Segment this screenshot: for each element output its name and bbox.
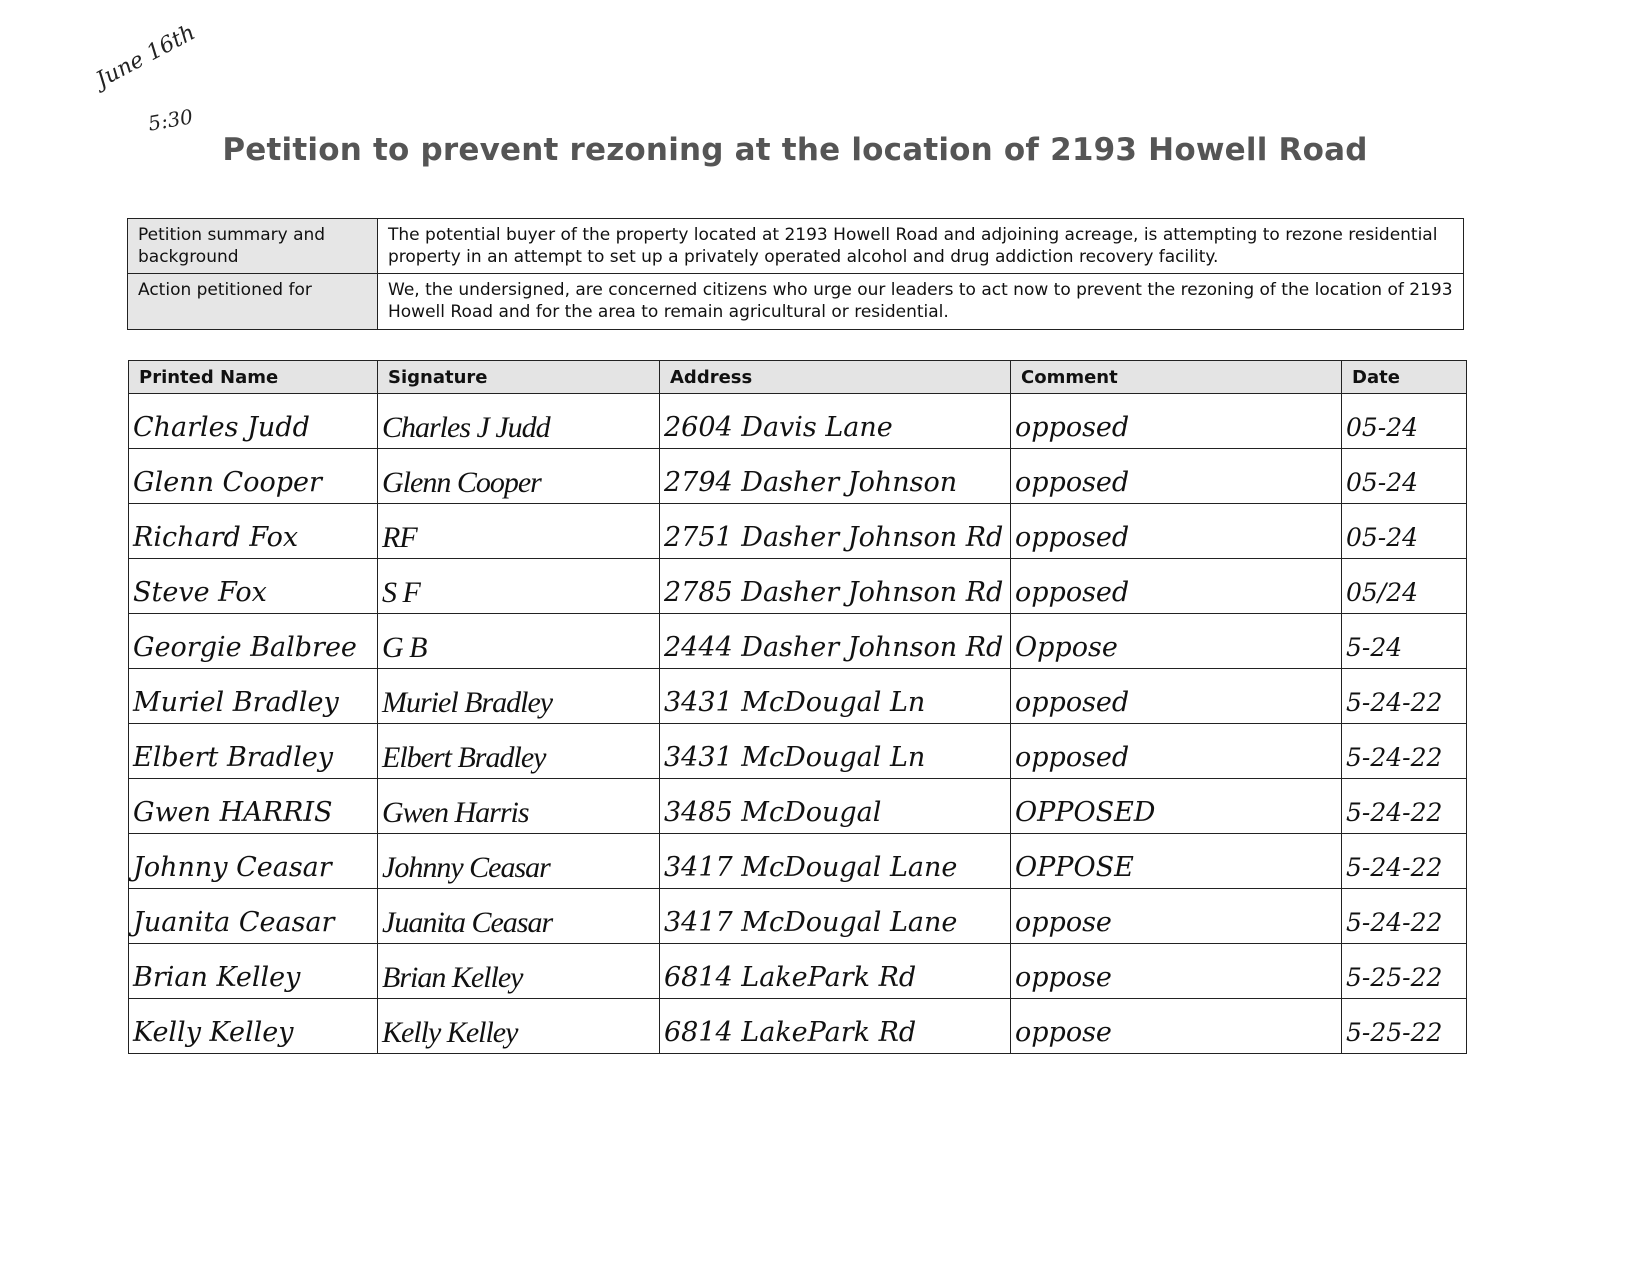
signature-cell: Juanita Ceasar bbox=[377, 888, 660, 944]
signature-cell: S F bbox=[377, 558, 660, 614]
header-comment: Comment bbox=[1010, 360, 1342, 394]
petition-summary-table: Petition summary and background The pote… bbox=[127, 218, 1464, 330]
signature-cell: Gwen Harris bbox=[377, 778, 660, 834]
date-cell: 05/24 bbox=[1341, 558, 1467, 614]
signature-cell: Glenn Cooper bbox=[377, 448, 660, 504]
address-cell: 6814 LakePark Rd bbox=[659, 998, 1011, 1054]
date-cell: 05-24 bbox=[1341, 503, 1467, 559]
date-cell: 5-24-22 bbox=[1341, 723, 1467, 779]
address-cell: 2751 Dasher Johnson Rd bbox=[659, 503, 1011, 559]
address-cell: 3485 McDougal bbox=[659, 778, 1011, 834]
signature-cell: Charles J Judd bbox=[377, 393, 660, 449]
table-row: Juanita Ceasar Juanita Ceasar 3417 McDouga… bbox=[128, 888, 1467, 944]
signature-cell: Muriel Bradley bbox=[377, 668, 660, 724]
action-row: Action petitioned for We, the undersigne… bbox=[127, 273, 1464, 330]
table-header: Printed Name Signature Address Comment D… bbox=[128, 360, 1467, 394]
address-cell: 3431 McDougal Ln bbox=[659, 668, 1011, 724]
printed-name-cell: Glenn Cooper bbox=[128, 448, 378, 504]
comment-cell: opposed bbox=[1010, 503, 1342, 559]
table-row: Brian Kelley Brian Kelley 6814 LakePark Rd… bbox=[128, 943, 1467, 999]
comment-cell: oppose bbox=[1010, 998, 1342, 1054]
address-cell: 2604 Davis Lane bbox=[659, 393, 1011, 449]
printed-name-cell: Juanita Ceasar bbox=[128, 888, 378, 944]
signature-cell: Johnny Ceasar bbox=[377, 833, 660, 889]
table-row: Elbert Bradley Elbert Bradley 3431 McDouga… bbox=[128, 723, 1467, 779]
comment-cell: OPPOSED bbox=[1010, 778, 1342, 834]
header-address: Address bbox=[659, 360, 1011, 394]
date-cell: 05-24 bbox=[1341, 448, 1467, 504]
printed-name-cell: Muriel Bradley bbox=[128, 668, 378, 724]
summary-text: The potential buyer of the property loca… bbox=[377, 218, 1464, 274]
date-cell: 5-24-22 bbox=[1341, 778, 1467, 834]
date-cell: 5-24-22 bbox=[1341, 833, 1467, 889]
printed-name-cell: Georgie Balbree bbox=[128, 613, 378, 669]
date-cell: 5-24 bbox=[1341, 613, 1467, 669]
printed-name-cell: Charles Judd bbox=[128, 393, 378, 449]
handwritten-time-note: 5:30 bbox=[146, 104, 195, 136]
comment-cell: opposed bbox=[1010, 448, 1342, 504]
comment-cell: oppose bbox=[1010, 943, 1342, 999]
address-cell: 6814 LakePark Rd bbox=[659, 943, 1011, 999]
signature-cell: RF bbox=[377, 503, 660, 559]
table-row: Steve Fox S F 2785 Dasher Johnson Rd oppose… bbox=[128, 558, 1467, 614]
comment-cell: opposed bbox=[1010, 723, 1342, 779]
comment-cell: Oppose bbox=[1010, 613, 1342, 669]
printed-name-cell: Steve Fox bbox=[128, 558, 378, 614]
signature-cell: Kelly Kelley bbox=[377, 998, 660, 1054]
table-row: Charles Judd Charles J Judd 2604 Davis Lan… bbox=[128, 393, 1467, 449]
address-cell: 2794 Dasher Johnson bbox=[659, 448, 1011, 504]
printed-name-cell: Kelly Kelley bbox=[128, 998, 378, 1054]
header-printed-name: Printed Name bbox=[128, 360, 378, 394]
comment-cell: opposed bbox=[1010, 393, 1342, 449]
printed-name-cell: Gwen HARRIS bbox=[128, 778, 378, 834]
table-row: Gwen HARRIS Gwen Harris 3485 McDougal OPPOS… bbox=[128, 778, 1467, 834]
table-row: Johnny Ceasar Johnny Ceasar 3417 McDougal … bbox=[128, 833, 1467, 889]
header-signature: Signature bbox=[377, 360, 660, 394]
table-row: Glenn Cooper Glenn Cooper 2794 Dasher John… bbox=[128, 448, 1467, 504]
date-cell: 5-25-22 bbox=[1341, 998, 1467, 1054]
date-cell: 5-25-22 bbox=[1341, 943, 1467, 999]
signature-cell: Elbert Bradley bbox=[377, 723, 660, 779]
address-cell: 2444 Dasher Johnson Rd bbox=[659, 613, 1011, 669]
printed-name-cell: Johnny Ceasar bbox=[128, 833, 378, 889]
signature-cell: Brian Kelley bbox=[377, 943, 660, 999]
address-cell: 3431 McDougal Ln bbox=[659, 723, 1011, 779]
date-cell: 5-24-22 bbox=[1341, 668, 1467, 724]
comment-cell: oppose bbox=[1010, 888, 1342, 944]
signature-cell: G B bbox=[377, 613, 660, 669]
table-row: Richard Fox RF 2751 Dasher Johnson Rd oppos… bbox=[128, 503, 1467, 559]
comment-cell: opposed bbox=[1010, 558, 1342, 614]
address-cell: 3417 McDougal Lane bbox=[659, 888, 1011, 944]
table-row: Kelly Kelley Kelly Kelley 6814 LakePark Rd… bbox=[128, 998, 1467, 1054]
printed-name-cell: Brian Kelley bbox=[128, 943, 378, 999]
summary-row: Petition summary and background The pote… bbox=[127, 218, 1464, 274]
address-cell: 2785 Dasher Johnson Rd bbox=[659, 558, 1011, 614]
signature-table: Printed Name Signature Address Comment D… bbox=[128, 360, 1467, 1054]
table-row: Muriel Bradley Muriel Bradley 3431 McDouga… bbox=[128, 668, 1467, 724]
comment-cell: opposed bbox=[1010, 668, 1342, 724]
header-date: Date bbox=[1341, 360, 1467, 394]
action-label: Action petitioned for bbox=[127, 273, 378, 330]
handwritten-date-note: June 16th bbox=[92, 20, 200, 94]
summary-label: Petition summary and background bbox=[127, 218, 378, 274]
printed-name-cell: Richard Fox bbox=[128, 503, 378, 559]
comment-cell: OPPOSE bbox=[1010, 833, 1342, 889]
date-cell: 05-24 bbox=[1341, 393, 1467, 449]
table-row: Georgie Balbree G B 2444 Dasher Johnson Rd… bbox=[128, 613, 1467, 669]
printed-name-cell: Elbert Bradley bbox=[128, 723, 378, 779]
page-title: Petition to prevent rezoning at the loca… bbox=[222, 132, 1368, 168]
action-text: We, the undersigned, are concerned citiz… bbox=[377, 273, 1464, 330]
date-cell: 5-24-22 bbox=[1341, 888, 1467, 944]
address-cell: 3417 McDougal Lane bbox=[659, 833, 1011, 889]
